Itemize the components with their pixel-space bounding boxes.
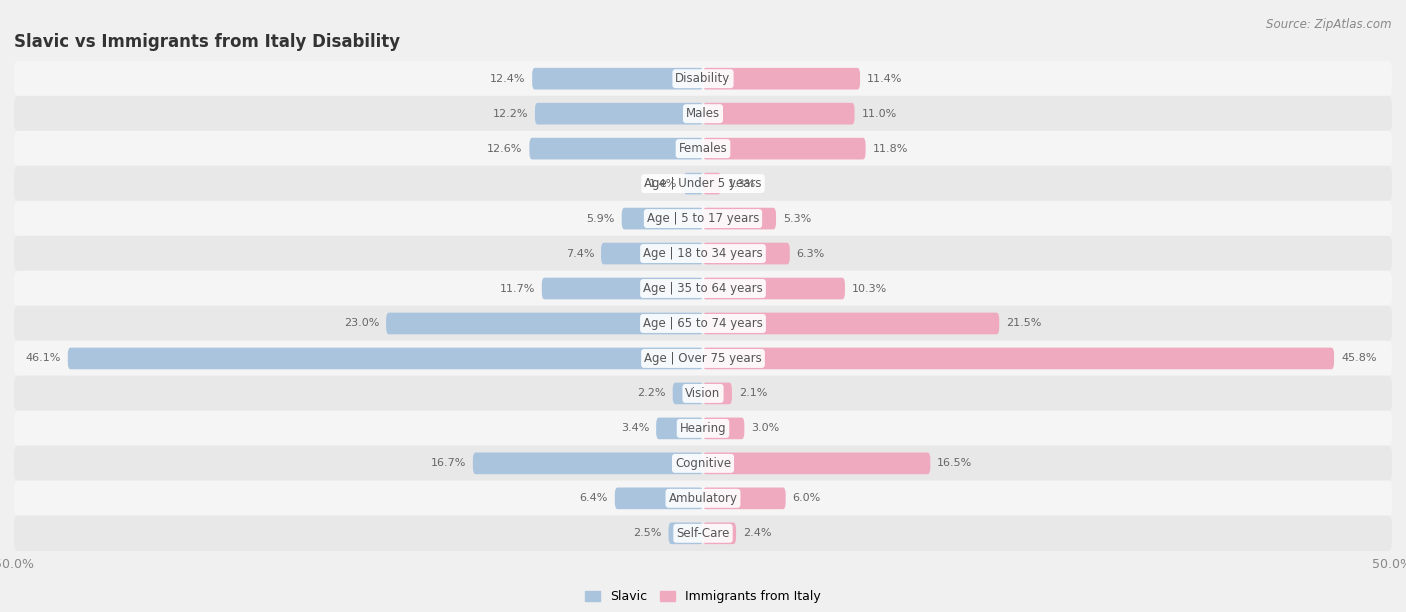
FancyBboxPatch shape: [703, 68, 860, 89]
FancyBboxPatch shape: [703, 313, 1000, 334]
Text: 12.6%: 12.6%: [486, 144, 523, 154]
Text: 11.4%: 11.4%: [868, 73, 903, 84]
FancyBboxPatch shape: [657, 417, 703, 439]
FancyBboxPatch shape: [14, 61, 1392, 97]
Text: Females: Females: [679, 142, 727, 155]
FancyBboxPatch shape: [14, 271, 1392, 307]
FancyBboxPatch shape: [14, 376, 1392, 411]
FancyBboxPatch shape: [703, 417, 744, 439]
FancyBboxPatch shape: [703, 138, 866, 160]
Text: Age | 18 to 34 years: Age | 18 to 34 years: [643, 247, 763, 260]
Text: Vision: Vision: [685, 387, 721, 400]
FancyBboxPatch shape: [14, 515, 1392, 551]
FancyBboxPatch shape: [14, 236, 1392, 271]
Text: 45.8%: 45.8%: [1341, 354, 1376, 364]
FancyBboxPatch shape: [600, 243, 703, 264]
Text: Ambulatory: Ambulatory: [668, 492, 738, 505]
Text: Males: Males: [686, 107, 720, 120]
Text: 3.4%: 3.4%: [621, 424, 650, 433]
FancyBboxPatch shape: [14, 341, 1392, 376]
Text: Self-Care: Self-Care: [676, 527, 730, 540]
Text: 12.2%: 12.2%: [492, 109, 529, 119]
Text: 12.4%: 12.4%: [489, 73, 526, 84]
Text: 2.1%: 2.1%: [738, 389, 768, 398]
FancyBboxPatch shape: [669, 523, 703, 544]
FancyBboxPatch shape: [14, 411, 1392, 446]
Legend: Slavic, Immigrants from Italy: Slavic, Immigrants from Italy: [585, 591, 821, 603]
FancyBboxPatch shape: [14, 96, 1392, 132]
FancyBboxPatch shape: [534, 103, 703, 124]
Text: Slavic vs Immigrants from Italy Disability: Slavic vs Immigrants from Italy Disabili…: [14, 33, 401, 51]
FancyBboxPatch shape: [703, 488, 786, 509]
Text: 3.0%: 3.0%: [751, 424, 779, 433]
FancyBboxPatch shape: [703, 452, 931, 474]
Text: 6.0%: 6.0%: [793, 493, 821, 503]
Text: 2.5%: 2.5%: [633, 528, 662, 539]
FancyBboxPatch shape: [14, 305, 1392, 341]
Text: 2.2%: 2.2%: [637, 389, 666, 398]
FancyBboxPatch shape: [472, 452, 703, 474]
Text: Disability: Disability: [675, 72, 731, 85]
Text: 7.4%: 7.4%: [565, 248, 595, 258]
FancyBboxPatch shape: [703, 382, 733, 405]
Text: 11.7%: 11.7%: [499, 283, 534, 294]
FancyBboxPatch shape: [703, 207, 776, 230]
FancyBboxPatch shape: [14, 480, 1392, 516]
Text: 1.3%: 1.3%: [728, 179, 756, 188]
Text: Hearing: Hearing: [679, 422, 727, 435]
FancyBboxPatch shape: [703, 348, 1334, 369]
FancyBboxPatch shape: [614, 488, 703, 509]
FancyBboxPatch shape: [14, 446, 1392, 481]
FancyBboxPatch shape: [14, 166, 1392, 201]
FancyBboxPatch shape: [531, 68, 703, 89]
FancyBboxPatch shape: [703, 173, 721, 195]
Text: Age | 65 to 74 years: Age | 65 to 74 years: [643, 317, 763, 330]
FancyBboxPatch shape: [703, 243, 790, 264]
Text: 16.7%: 16.7%: [430, 458, 465, 468]
FancyBboxPatch shape: [683, 173, 703, 195]
Text: 6.4%: 6.4%: [579, 493, 607, 503]
Text: 16.5%: 16.5%: [938, 458, 973, 468]
Text: 11.8%: 11.8%: [873, 144, 908, 154]
FancyBboxPatch shape: [530, 138, 703, 160]
Text: 2.4%: 2.4%: [742, 528, 772, 539]
FancyBboxPatch shape: [387, 313, 703, 334]
Text: 5.3%: 5.3%: [783, 214, 811, 223]
FancyBboxPatch shape: [703, 278, 845, 299]
FancyBboxPatch shape: [672, 382, 703, 405]
Text: Age | 35 to 64 years: Age | 35 to 64 years: [643, 282, 763, 295]
Text: 1.4%: 1.4%: [648, 179, 676, 188]
Text: Age | Under 5 years: Age | Under 5 years: [644, 177, 762, 190]
Text: 6.3%: 6.3%: [797, 248, 825, 258]
Text: 46.1%: 46.1%: [25, 354, 60, 364]
FancyBboxPatch shape: [67, 348, 703, 369]
FancyBboxPatch shape: [541, 278, 703, 299]
Text: Source: ZipAtlas.com: Source: ZipAtlas.com: [1267, 18, 1392, 31]
Text: 10.3%: 10.3%: [852, 283, 887, 294]
FancyBboxPatch shape: [14, 201, 1392, 236]
Text: 11.0%: 11.0%: [862, 109, 897, 119]
FancyBboxPatch shape: [703, 523, 737, 544]
Text: Age | 5 to 17 years: Age | 5 to 17 years: [647, 212, 759, 225]
Text: Age | Over 75 years: Age | Over 75 years: [644, 352, 762, 365]
Text: Cognitive: Cognitive: [675, 457, 731, 470]
FancyBboxPatch shape: [703, 103, 855, 124]
FancyBboxPatch shape: [621, 207, 703, 230]
Text: 23.0%: 23.0%: [344, 318, 380, 329]
Text: 5.9%: 5.9%: [586, 214, 614, 223]
Text: 21.5%: 21.5%: [1007, 318, 1042, 329]
FancyBboxPatch shape: [14, 131, 1392, 166]
